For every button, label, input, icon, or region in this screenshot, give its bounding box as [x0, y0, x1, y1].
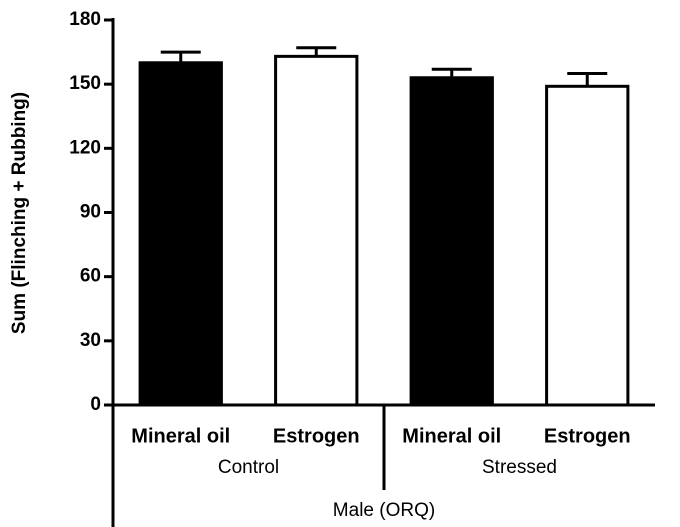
y-tick-label: 150 [69, 73, 101, 94]
y-tick-label: 90 [80, 202, 101, 223]
y-axis-label: Sum (Flinching + Rubbing) [9, 92, 30, 334]
bar [545, 84, 630, 407]
y-tick-label: 120 [69, 137, 101, 158]
y-tick-label: 30 [80, 330, 101, 351]
x-tick-label: Mineral oil [402, 425, 501, 447]
group-label: Stressed [482, 457, 557, 478]
bar [274, 54, 359, 407]
y-tick-label: 180 [69, 9, 101, 30]
bar [138, 61, 223, 407]
supergroup-label: Male (ORQ) [333, 500, 435, 521]
bar [409, 76, 494, 407]
y-tick-label: 60 [80, 266, 101, 287]
group-label: Control [218, 457, 279, 478]
x-tick-label: Mineral oil [131, 425, 230, 447]
y-tick-label: 0 [90, 394, 101, 415]
x-tick-label: Estrogen [544, 425, 631, 447]
x-tick-label: Estrogen [273, 425, 360, 447]
